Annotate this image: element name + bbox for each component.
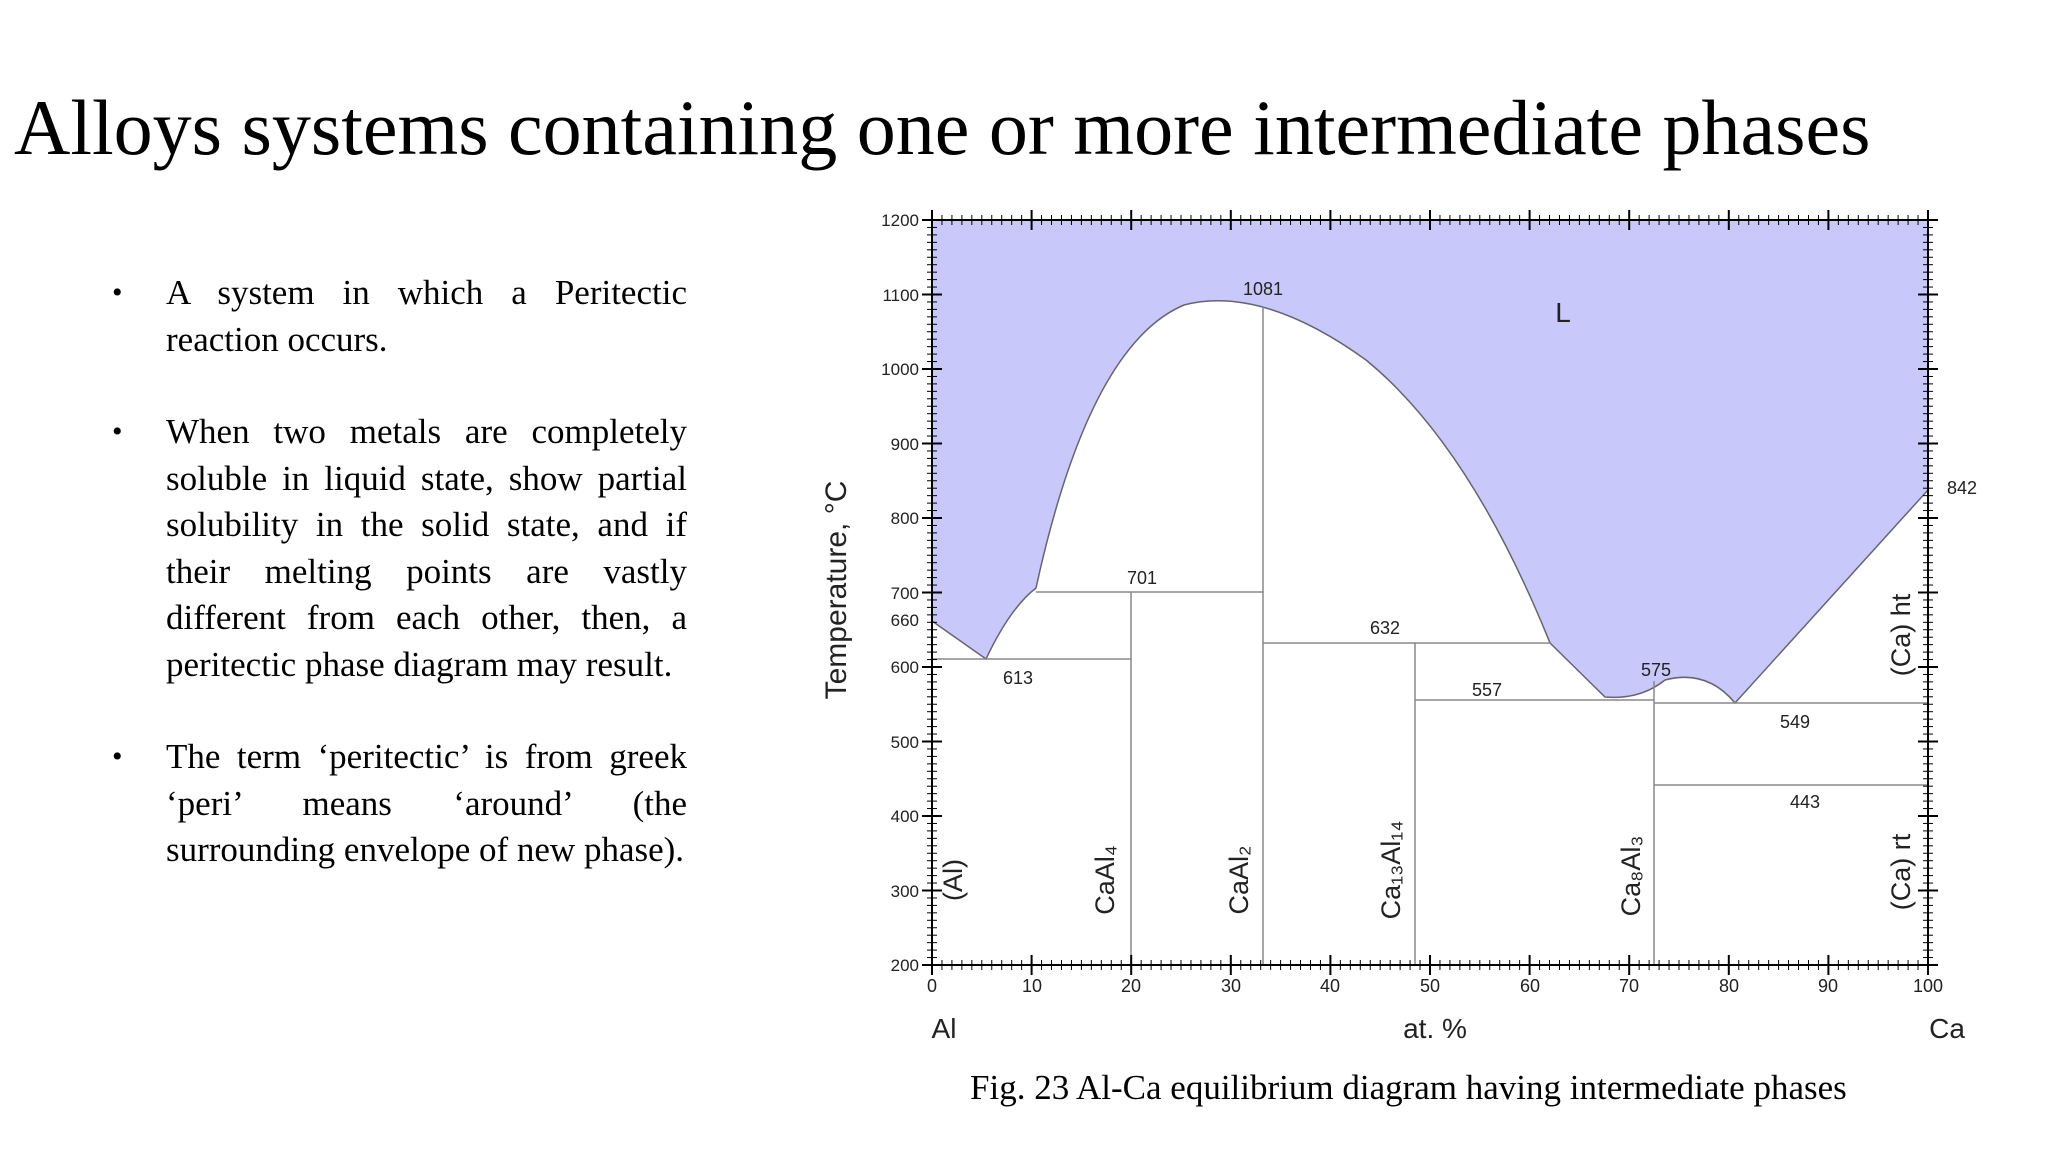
y-tick-label: 200 [891, 956, 919, 975]
y-tick-label: 660 [891, 611, 919, 630]
x-tick-label: 90 [1818, 976, 1838, 996]
phase-label-caal2: CaAl₂ [1224, 845, 1254, 914]
temperature-label: 701 [1127, 568, 1157, 588]
phase-label-ca13al14: Ca₁₃Al₁₄ [1376, 821, 1406, 920]
bullet-item: • A system in which a Peritectic reactio… [112, 270, 687, 363]
right-element-label: Ca [1929, 1013, 1965, 1044]
phase-label-ca-rt: (Ca) rt [1886, 833, 1916, 910]
phase-diagram: 1200 1100 1000 900 800 700 660 600 500 4… [800, 205, 1980, 1070]
x-tick-label: 40 [1320, 976, 1340, 996]
compound-lines [1130, 307, 1655, 965]
x-tick-label: 10 [1022, 976, 1042, 996]
x-tick-label: 20 [1121, 976, 1141, 996]
phase-label-caal4: CaAl₄ [1090, 845, 1120, 915]
major-ticks [922, 210, 1938, 975]
y-tick-label: 800 [891, 509, 919, 528]
y-tick-label: 600 [891, 658, 919, 677]
bullet-list: • A system in which a Peritectic reactio… [112, 270, 687, 920]
x-tick-label: 50 [1420, 976, 1440, 996]
bullet-dot: • [112, 276, 123, 309]
slide-title: Alloys systems containing one or more in… [14, 84, 1871, 171]
bullet-item: • The term ‘peritectic’ is from greek ‘p… [112, 734, 687, 874]
y-tick-label: 300 [891, 882, 919, 901]
y-tick-label: 500 [891, 733, 919, 752]
temperature-label: 632 [1370, 618, 1400, 638]
left-element-label: Al [932, 1013, 957, 1044]
y-tick-label: 1100 [882, 286, 919, 305]
temperature-label: 613 [1003, 668, 1033, 688]
x-axis-label: at. % [1403, 1013, 1467, 1044]
x-tick-label: 30 [1221, 976, 1241, 996]
x-tick-label: 100 [1913, 976, 1943, 996]
bullet-dot: • [112, 740, 123, 773]
temperature-label: 1081 [1243, 279, 1283, 299]
bullet-text: When two metals are completely soluble i… [166, 412, 687, 684]
minor-ticks [927, 215, 1933, 970]
temperature-label: 842 [1947, 478, 1977, 498]
y-tick-label: 700 [891, 584, 919, 603]
phase-label-al: (Al) [938, 859, 968, 901]
x-tick-label: 80 [1719, 976, 1739, 996]
y-tick-label: 1200 [881, 211, 919, 230]
y-tick-label: 1000 [881, 360, 919, 379]
x-tick-label: 0 [927, 976, 937, 996]
bullet-item: • When two metals are completely soluble… [112, 409, 687, 688]
invariant-lines [932, 591, 1928, 786]
temperature-label: 443 [1790, 792, 1820, 812]
bullet-text: The term ‘peritectic’ is from greek ‘per… [166, 737, 687, 869]
temperature-label: 575 [1641, 660, 1671, 680]
bullet-dot: • [112, 415, 123, 448]
x-tick-label: 60 [1520, 976, 1540, 996]
temperature-label: 557 [1472, 680, 1502, 700]
phase-diagram-svg: 1200 1100 1000 900 800 700 660 600 500 4… [820, 210, 1977, 1044]
temperature-label: 549 [1780, 712, 1810, 732]
figure-caption: Fig. 23 Al-Ca equilibrium diagram having… [970, 1068, 1847, 1107]
y-tick-label: 900 [891, 435, 919, 454]
bullet-text: A system in which a Peritectic reaction … [166, 273, 687, 359]
liquidus-curve [931, 300, 1929, 705]
phase-label-ca-ht: (Ca) ht [1886, 593, 1916, 676]
y-tick-label: 400 [891, 807, 919, 826]
liquid-label: L [1555, 297, 1571, 328]
liquid-region [932, 220, 1928, 703]
x-tick-label: 70 [1619, 976, 1639, 996]
phase-label-ca8al3: Ca₈Al₃ [1616, 836, 1646, 917]
y-axis-label: Temperature, °C [820, 481, 853, 700]
